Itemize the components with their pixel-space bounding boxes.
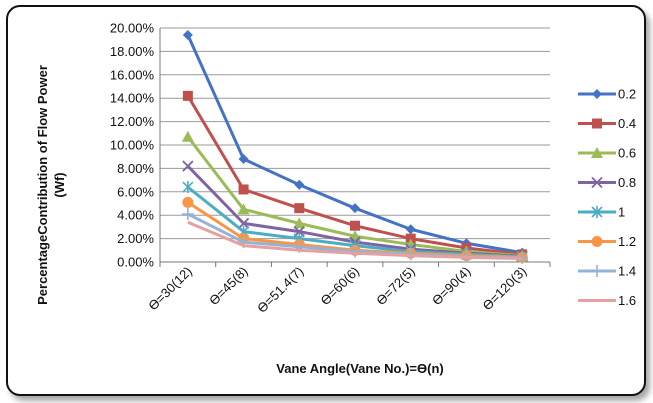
x-tick-label: ϴ=120(3) xyxy=(480,264,530,314)
legend-item: 1.4 xyxy=(578,264,636,279)
legend-marker xyxy=(591,206,603,218)
data-point xyxy=(182,160,194,172)
x-tick-label: ϴ=30(12) xyxy=(145,264,195,314)
x-axis-title: Vane Angle(Vane No.)=ϴ(n) xyxy=(276,361,443,376)
legend-label: 1.6 xyxy=(618,293,636,308)
x-tick-label: ϴ=45(8) xyxy=(206,264,251,309)
data-point xyxy=(294,203,305,214)
y-tick-label: 10.00% xyxy=(110,138,155,153)
legend-label: 1 xyxy=(618,205,625,220)
legend-label: 0.2 xyxy=(618,87,636,102)
y-tick-label: 6.00% xyxy=(117,184,154,199)
series-line xyxy=(187,220,523,260)
x-tick-label: ϴ=90(4) xyxy=(429,264,474,309)
legend-label: 0.6 xyxy=(618,146,636,161)
legend-label: 0.8 xyxy=(618,175,636,190)
y-tick-label: 4.00% xyxy=(117,208,154,223)
data-point xyxy=(238,184,249,195)
legend-item: 0.2 xyxy=(578,87,636,102)
legend-marker xyxy=(591,265,603,277)
y-tick-label: 14.00% xyxy=(110,91,155,106)
data-point xyxy=(237,217,250,230)
legend-marker xyxy=(592,89,602,99)
data-point xyxy=(405,224,416,235)
data-point xyxy=(293,217,306,229)
legend-item: 0.8 xyxy=(578,175,636,190)
data-point xyxy=(238,154,249,165)
y-axis-title-line-1: PercentageContribution of Flow Power xyxy=(35,65,50,305)
legend-item: 1 xyxy=(578,205,625,220)
y-tick-label: 0.00% xyxy=(117,255,154,270)
data-point xyxy=(181,130,194,142)
x-tick-label: ϴ=51.4(7) xyxy=(254,264,306,316)
series-1.6 xyxy=(187,220,523,260)
x-tick-label: ϴ=60(6) xyxy=(318,264,363,309)
y-tick-label: 18.00% xyxy=(110,44,155,59)
y-tick-label: 16.00% xyxy=(110,67,155,82)
y-tick-label: 8.00% xyxy=(117,161,154,176)
data-point xyxy=(182,181,194,194)
data-point xyxy=(182,90,193,101)
legend-marker xyxy=(592,118,602,129)
y-tick-label: 12.00% xyxy=(110,114,155,129)
series-lines xyxy=(181,30,529,264)
legend-item: 1.2 xyxy=(578,234,636,249)
legend-label: 1.2 xyxy=(618,234,636,249)
series-line xyxy=(186,34,523,255)
data-point xyxy=(181,208,194,221)
y-axis-title: PercentageContribution of Flow Power (Wf… xyxy=(35,65,67,305)
chart-frame xyxy=(6,5,646,396)
legend-marker xyxy=(591,176,603,189)
data-point xyxy=(349,245,361,258)
x-axis-tick-labels: ϴ=30(12) ϴ=45(8) ϴ=51.4(7) ϴ=60(6) ϴ=72(5) ϴ=… xyxy=(145,264,529,316)
y-tick-label: 2.00% xyxy=(117,231,154,246)
legend-label: 0.4 xyxy=(618,116,636,131)
data-point xyxy=(182,196,194,208)
x-tick-label: ϴ=72(5) xyxy=(373,264,418,309)
legend-marker xyxy=(591,236,603,247)
legend-item: 1.6 xyxy=(578,293,636,308)
data-point xyxy=(237,203,250,215)
y-axis-tick-labels: 0.00% 2.00% 4.00% 6.00% 8.00% 10.00% 12.00% 14.… xyxy=(110,21,155,270)
data-point xyxy=(350,203,360,214)
legend: 0.2 0.4 0.6 0.8 1 1.2 1.4 1.6 xyxy=(578,87,636,308)
legend-label: 1.4 xyxy=(618,264,636,279)
legend-item: 0.4 xyxy=(578,116,636,131)
y-axis-title-line-2: (Wf) xyxy=(52,172,67,197)
legend-marker xyxy=(591,147,603,158)
data-point xyxy=(182,30,193,41)
y-tick-label: 20.00% xyxy=(110,21,155,36)
legend-item: 0.6 xyxy=(578,146,636,161)
data-point xyxy=(350,220,360,231)
data-point xyxy=(294,179,305,190)
